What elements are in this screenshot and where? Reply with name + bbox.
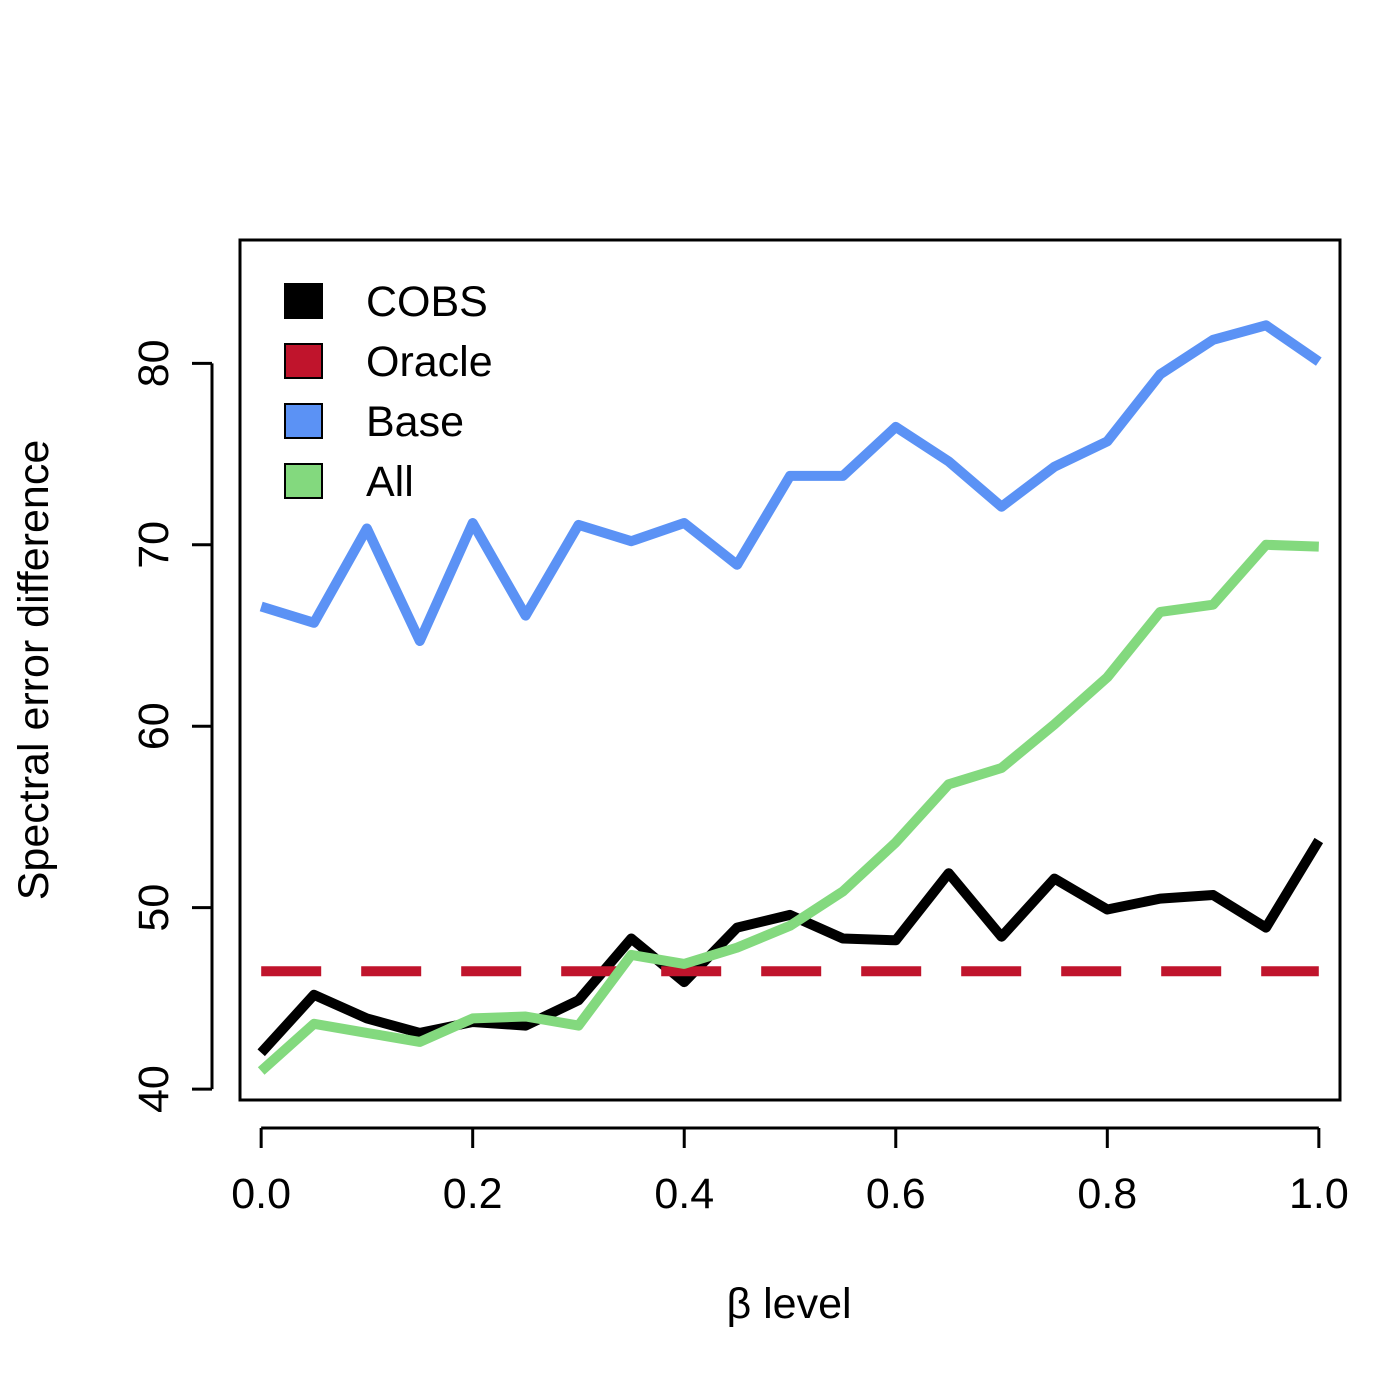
y-axis: 40 50 60 70 80 xyxy=(130,339,214,1113)
legend-item-all: All xyxy=(284,458,414,506)
x-tick-label: 0.0 xyxy=(231,1170,291,1218)
x-tick-label: 0.2 xyxy=(443,1170,503,1218)
x-tick-label: 0.8 xyxy=(1077,1170,1137,1218)
series-line-all xyxy=(257,539,1319,1075)
plot-frame xyxy=(238,238,1342,1102)
y-tick-label: 50 xyxy=(130,884,178,932)
x-tick-label: 0.4 xyxy=(654,1170,714,1218)
legend-swatch xyxy=(284,283,323,319)
y-tick-label: 80 xyxy=(130,339,178,387)
series-layer xyxy=(257,320,1324,1075)
legend-label: Oracle xyxy=(366,338,493,386)
legend-item-base: Base xyxy=(284,398,464,446)
y-axis-title: Spectral error difference xyxy=(10,440,58,901)
legend-swatch xyxy=(284,403,323,439)
legend: COBS Oracle Base All xyxy=(284,278,493,506)
x-axis: 0.0 0.2 0.4 0.6 0.8 1.0 xyxy=(231,1126,1349,1218)
legend-label: COBS xyxy=(366,278,488,326)
legend-label: All xyxy=(366,458,414,506)
legend-swatch xyxy=(284,463,323,499)
y-tick-label: 60 xyxy=(130,702,178,750)
legend-item-oracle: Oracle xyxy=(284,338,493,386)
legend-item-cobs: COBS xyxy=(284,278,488,326)
y-tick-label: 70 xyxy=(130,521,178,569)
legend-swatch xyxy=(284,343,323,379)
x-axis-title: β level xyxy=(726,1280,851,1328)
series-line-base xyxy=(259,320,1322,646)
y-tick-label: 40 xyxy=(130,1065,178,1113)
legend-label: Base xyxy=(366,398,464,446)
x-tick-label: 0.6 xyxy=(866,1170,926,1218)
x-tick-label: 1.0 xyxy=(1289,1170,1349,1218)
